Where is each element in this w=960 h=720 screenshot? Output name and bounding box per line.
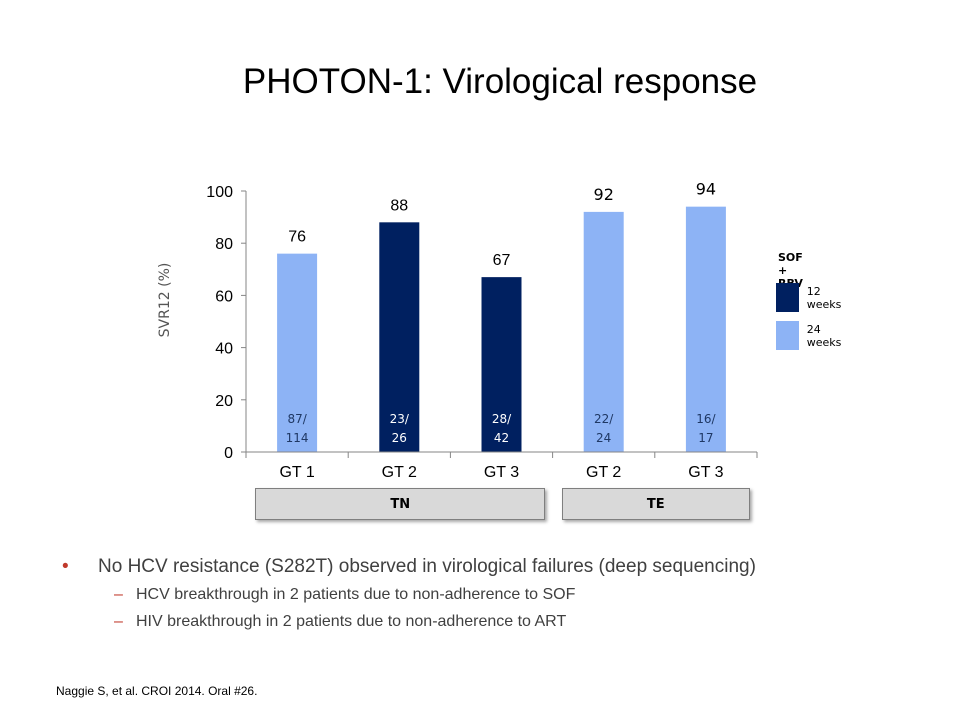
fraction-numerator: 23/ [390, 412, 410, 426]
dash-glyph: – [114, 613, 123, 630]
slide-title: PHOTON-1: Virological response [242, 62, 758, 101]
legend-item-12-weeks: 12 weeks [776, 283, 848, 312]
bar [583, 211, 624, 452]
y-axis: 0 20 40 60 80 100 [206, 184, 247, 462]
x-tick-label: GT 2 [382, 464, 417, 481]
fraction-denominator: 26 [392, 431, 407, 445]
fraction-numerator: 87/ [287, 412, 307, 426]
legend-swatch-24-weeks [776, 321, 799, 350]
bullet-item: • No HCV resistance (S282T) observed in … [60, 556, 940, 578]
sub-bullet-text: HIV breakthrough in 2 patients due to no… [136, 613, 567, 630]
x-tick-label: GT 3 [484, 464, 519, 481]
y-tick-label: 80 [215, 236, 233, 253]
fraction-denominator: 42 [494, 431, 509, 445]
legend-label-12-weeks: 12 weeks [806, 284, 842, 311]
y-tick-label: 100 [206, 184, 233, 201]
x-tick-label: GT 3 [688, 464, 723, 481]
bar [685, 206, 726, 452]
data-label: 92 [594, 185, 614, 204]
fraction-numerator: 28/ [492, 412, 512, 426]
bullet-text: No HCV resistance (S282T) observed in vi… [98, 556, 756, 577]
fraction-numerator: 22/ [594, 412, 614, 426]
fraction-numerator: 16/ [696, 412, 716, 426]
data-label: 88 [390, 197, 408, 214]
data-label: 76 [288, 229, 306, 246]
legend-swatch-12-weeks [776, 283, 799, 312]
bullet-glyph: • [62, 556, 69, 577]
fraction-denominator: 114 [286, 431, 309, 445]
y-tick-label: 0 [224, 445, 233, 462]
fraction-denominator: 17 [698, 431, 713, 445]
bullet-list: • No HCV resistance (S282T) observed in … [60, 556, 940, 640]
sub-bullet-item: – HCV breakthrough in 2 patients due to … [114, 586, 940, 604]
bars: 76 87/114 88 23/26 67 28/42 92 22/24 94 16/17 [277, 180, 726, 452]
group-box-te: TE [561, 488, 750, 520]
data-label: 94 [696, 180, 716, 199]
x-tick-label: GT 1 [279, 464, 314, 481]
bar [481, 277, 522, 452]
group-label: TE [646, 496, 665, 512]
legend-item-24-weeks: 24 weeks [776, 321, 848, 350]
sub-bullet-text: HCV breakthrough in 2 patients due to no… [136, 586, 576, 603]
y-tick-label: 20 [215, 393, 233, 410]
legend-label-24-weeks: 24 weeks [806, 322, 842, 349]
y-axis-label: SVR12 (%) [157, 263, 173, 338]
dash-glyph: – [114, 586, 123, 603]
group-box-tn: TN [255, 488, 546, 520]
bar [277, 253, 318, 452]
data-label: 67 [493, 252, 511, 269]
group-label: TN [390, 496, 411, 512]
x-tick-label: GT 2 [586, 464, 621, 481]
bar [379, 222, 420, 452]
footnote: Naggie S, et al. CROI 2014. Oral #26. [56, 684, 258, 698]
y-tick-label: 40 [215, 341, 233, 358]
x-axis: GT 1 GT 2 GT 3 GT 2 GT 3 [245, 451, 758, 481]
fraction-denominator: 24 [596, 431, 611, 445]
y-tick-label: 60 [215, 288, 233, 305]
sub-bullet-item: – HIV breakthrough in 2 patients due to … [114, 613, 940, 631]
